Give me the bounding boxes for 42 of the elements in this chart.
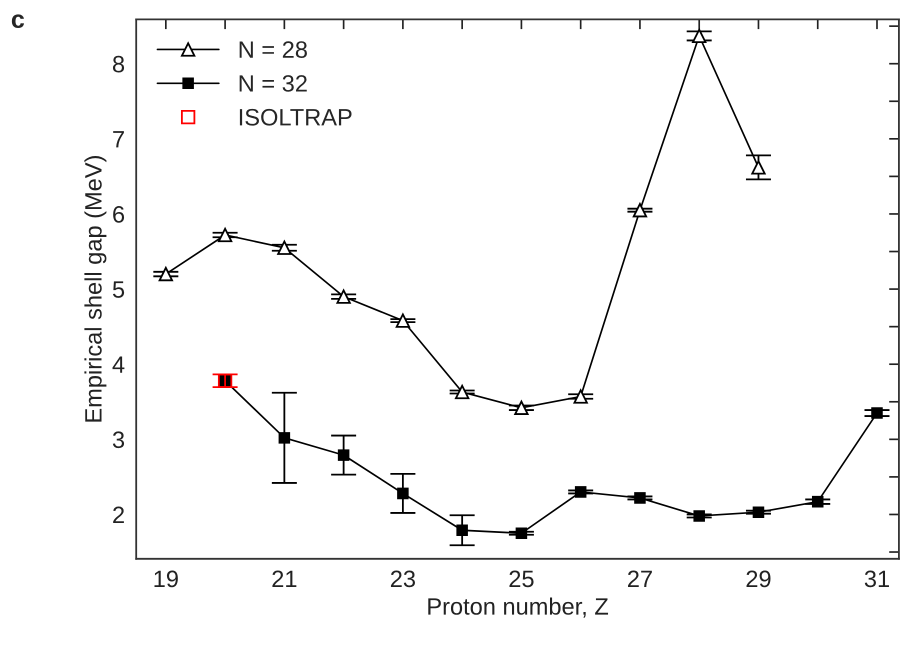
x-tick-label: 31 (864, 570, 889, 588)
point (338, 449, 350, 461)
x-tick-label: 27 (628, 570, 652, 588)
point (574, 486, 586, 498)
point (632, 203, 648, 218)
y-tick-label: 7 (113, 131, 124, 148)
point (812, 496, 824, 508)
point (692, 28, 706, 44)
y-tick-label: 4 (112, 356, 124, 373)
point (278, 432, 290, 444)
y-tick-label: 3 (112, 431, 124, 448)
y-axis-title: Empirical shell gap (MeV) (84, 156, 106, 422)
x-tick-label: 25 (509, 570, 534, 588)
x-tick-label: 19 (154, 570, 178, 588)
point (336, 289, 351, 304)
point (454, 384, 470, 400)
legend-label: N = 28 (240, 41, 307, 58)
text: c (12, 14, 24, 28)
x-tick-label: 21 (272, 570, 296, 588)
y-tick-label: 8 (112, 56, 124, 72)
y-tick-label: 2 (113, 506, 124, 524)
y-tick-label: 6 (113, 206, 124, 223)
point (871, 407, 883, 419)
legend-label: N = 32 (240, 75, 307, 92)
point (514, 400, 529, 415)
point (158, 266, 173, 282)
point (397, 488, 409, 500)
y-tick-label: 5 (112, 281, 124, 298)
point (396, 313, 410, 328)
legend-label: ISOLTRAP (240, 108, 352, 126)
point (693, 510, 705, 522)
point (516, 527, 528, 540)
point (574, 389, 588, 404)
point (751, 160, 766, 175)
x-axis-title: Proton number, Z (428, 597, 608, 618)
x-tick-label: 23 (390, 570, 415, 588)
point (752, 506, 764, 518)
point (456, 524, 468, 536)
point (634, 492, 646, 504)
point (218, 228, 232, 242)
point (277, 240, 292, 255)
x-tick-label: 29 (746, 570, 770, 588)
